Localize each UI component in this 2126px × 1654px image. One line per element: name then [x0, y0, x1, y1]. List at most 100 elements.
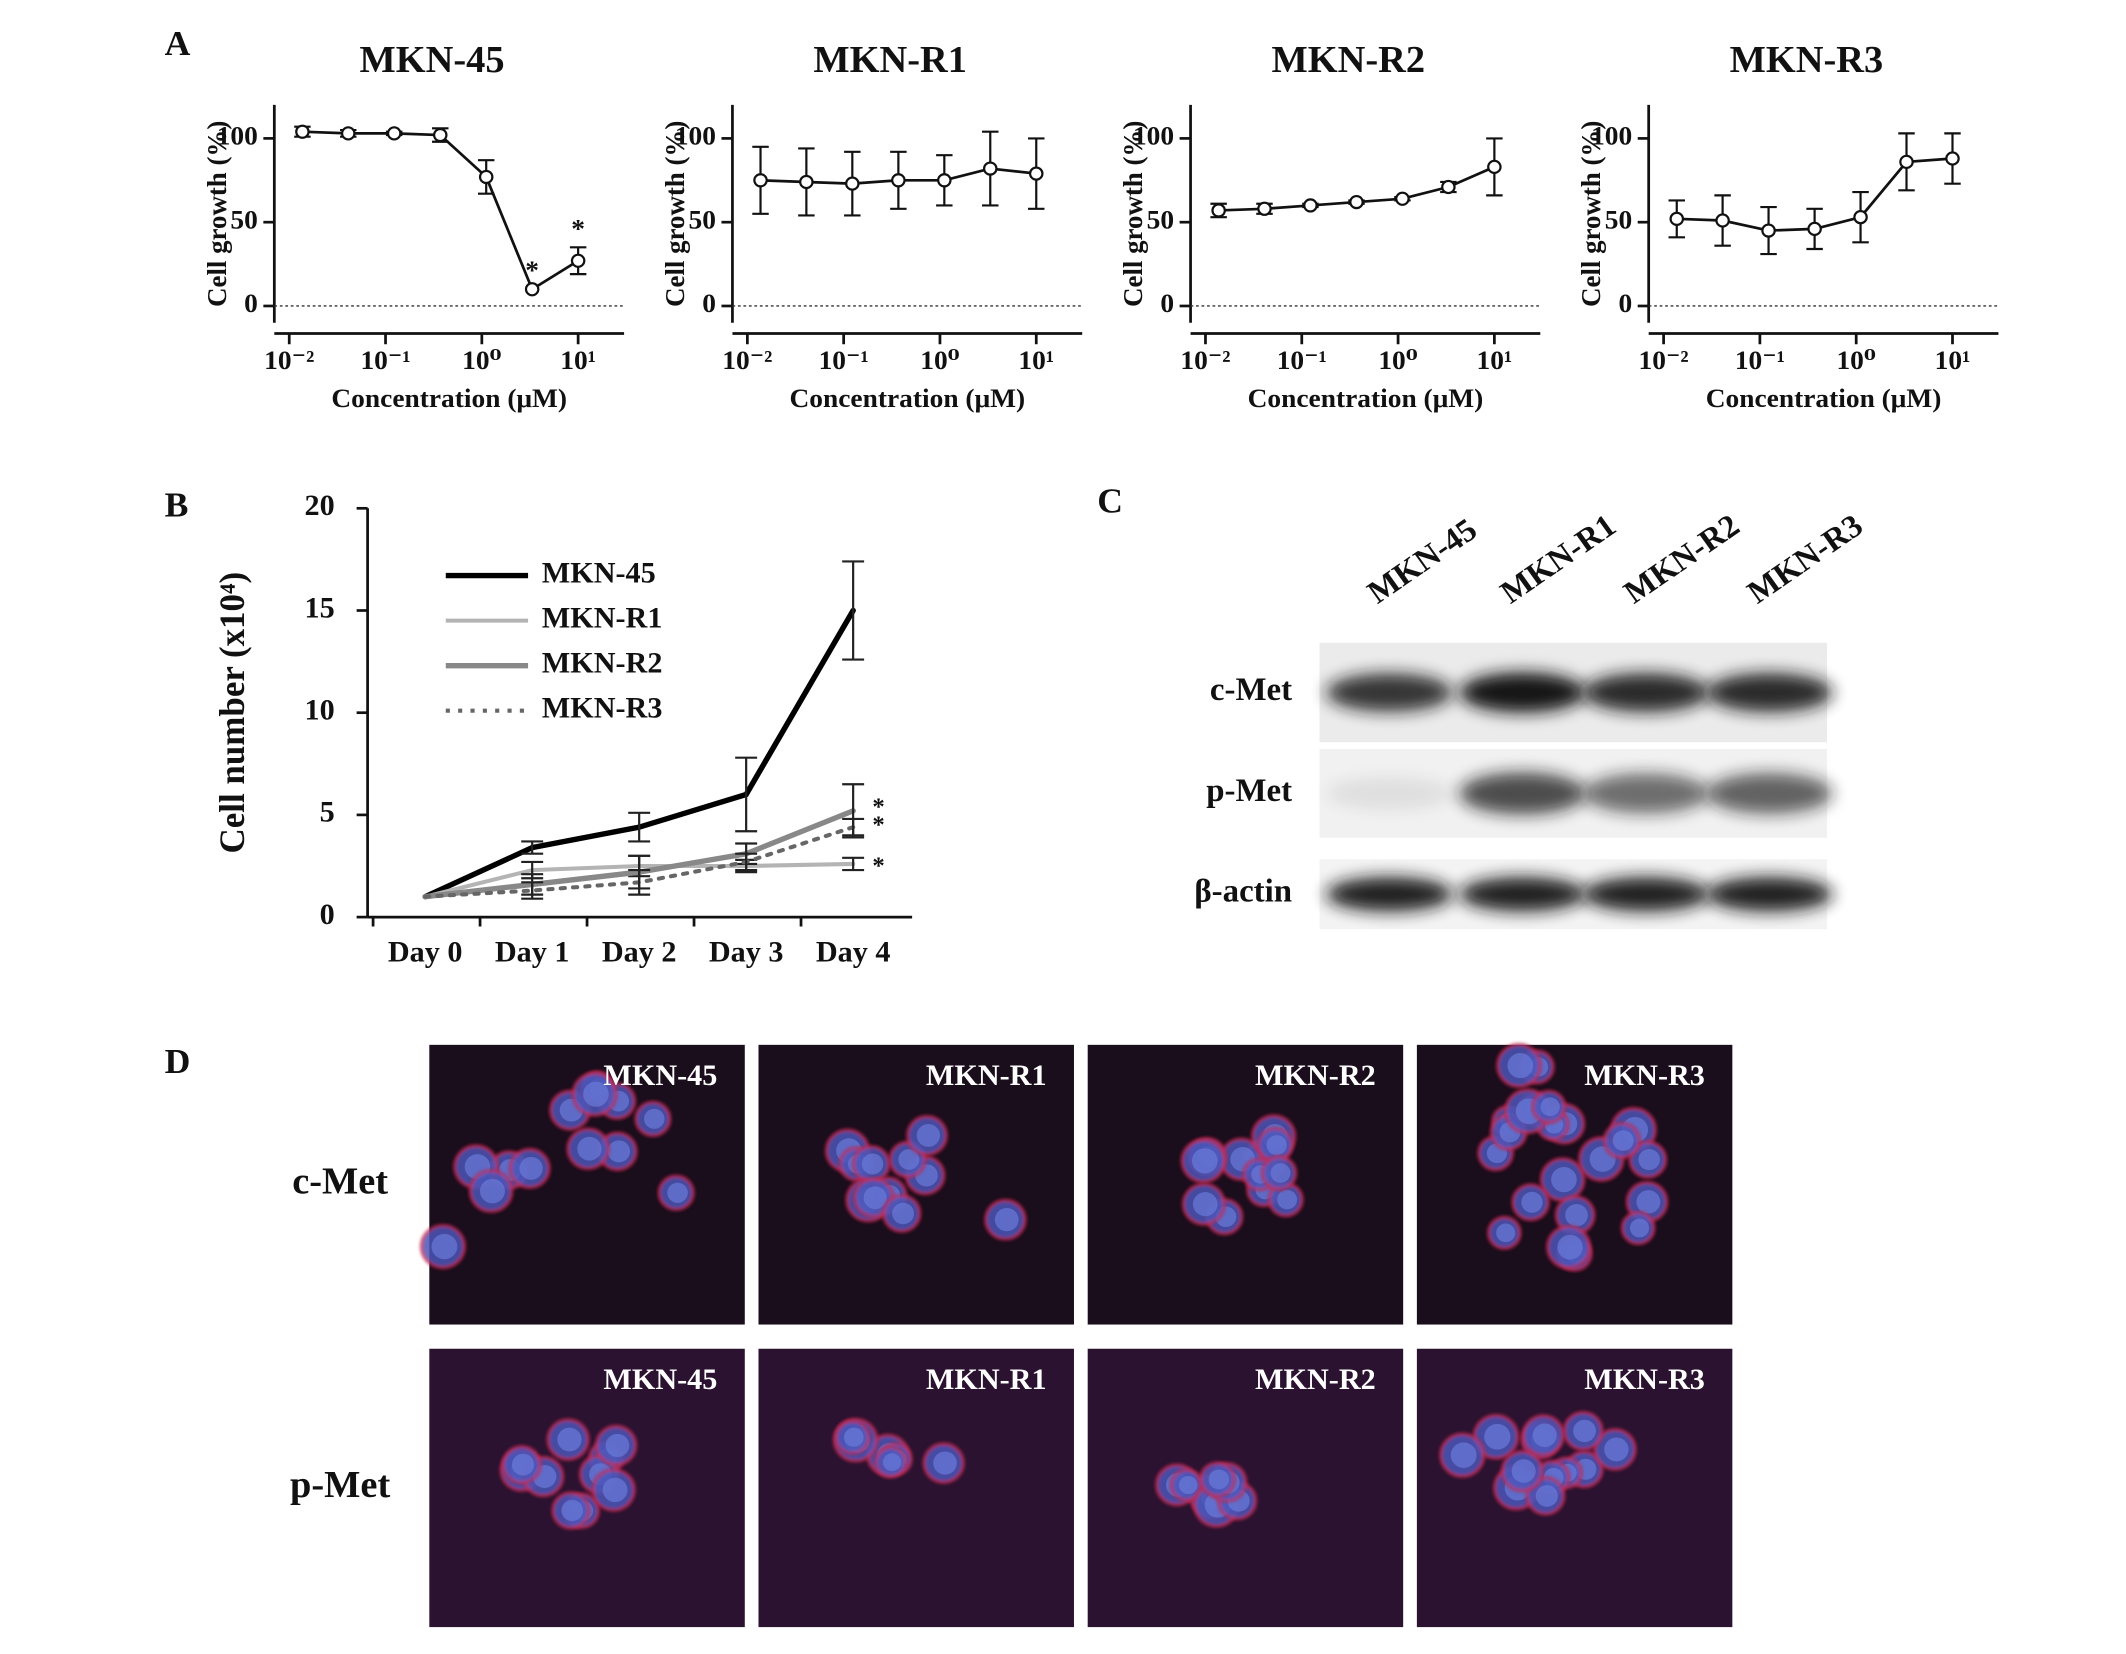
y-axis-label: Cell growth (%)	[1118, 121, 1148, 307]
error-bar	[842, 856, 865, 872]
data-point	[1349, 194, 1364, 210]
micrograph-label: MKN-R3	[1584, 1363, 1705, 1396]
x-tick-label: 10⁻²	[722, 345, 772, 375]
data-point	[1028, 166, 1044, 181]
micrograph-label: MKN-R1	[926, 1060, 1047, 1093]
data-point	[1211, 203, 1226, 218]
micrograph: MKN-R1	[758, 1348, 1074, 1628]
nucleus	[1612, 1130, 1634, 1151]
data-point	[1899, 154, 1914, 169]
nucleus	[1266, 1135, 1287, 1156]
micrograph-label: MKN-R2	[1255, 1060, 1376, 1093]
nucleus	[882, 1453, 902, 1472]
y-tick-label: 15	[305, 592, 335, 625]
band	[1706, 672, 1833, 713]
micrograph-label: MKN-R3	[1584, 1060, 1705, 1093]
nucleus	[577, 1136, 602, 1161]
y-tick-label: 100	[1591, 121, 1632, 151]
x-tick-label: Day 4	[816, 936, 891, 969]
nucleus	[1532, 1423, 1557, 1448]
micrograph: MKN-R1	[758, 1044, 1074, 1325]
band	[1582, 877, 1710, 912]
data-point	[1441, 179, 1456, 195]
row-label: c-Met	[292, 1161, 388, 1203]
data-point	[1303, 198, 1318, 213]
data-point	[1853, 210, 1868, 225]
nucleus	[1277, 1189, 1298, 1210]
y-axis-label: Cell growth (%)	[202, 121, 232, 307]
y-tick-label: 0	[1160, 288, 1174, 318]
data-point	[799, 174, 814, 190]
nucleus	[557, 1427, 582, 1452]
micrograph: MKN-R2	[1087, 1044, 1404, 1325]
significance-mark: *	[872, 812, 884, 839]
legend-label: MKN-R3	[542, 692, 663, 725]
y-tick-label: 100	[217, 121, 258, 151]
micrograph-label: MKN-R1	[926, 1363, 1047, 1396]
band	[1582, 773, 1710, 814]
band	[1706, 877, 1833, 912]
x-axis-label: Concentration (μM)	[1706, 383, 1942, 413]
nucleus	[1565, 1203, 1588, 1227]
band	[1459, 877, 1586, 912]
chart-title: MKN-45	[360, 39, 505, 81]
error-bar	[521, 881, 544, 900]
error-bar	[521, 840, 544, 855]
y-tick-label: 100	[1133, 121, 1174, 151]
lane-label: MKN-45	[1361, 512, 1484, 611]
data-point	[340, 126, 356, 141]
nucleus	[861, 1153, 884, 1175]
x-tick-label: 10⁻²	[1639, 345, 1689, 375]
data-point	[753, 173, 768, 188]
significance-mark: *	[525, 255, 539, 285]
x-tick-label: 10⁻¹	[819, 345, 869, 375]
data-point	[1669, 211, 1685, 226]
data-point	[1715, 213, 1730, 228]
nucleus	[1557, 1234, 1583, 1260]
nucleus	[1484, 1423, 1511, 1450]
x-tick-label: 10¹	[1477, 345, 1513, 375]
chart-title: MKN-R3	[1730, 39, 1884, 81]
x-tick-label: 10⁻¹	[1277, 345, 1327, 375]
nucleus	[933, 1451, 957, 1475]
chart-title: MKN-R2	[1272, 39, 1426, 81]
y-tick-label: 10	[305, 694, 335, 727]
x-tick-label: 10⁻²	[264, 345, 314, 375]
nucleus	[605, 1433, 630, 1458]
nucleus	[511, 1453, 535, 1476]
legend-label: MKN-R2	[542, 647, 663, 680]
significance-mark: *	[571, 214, 585, 244]
lane-label: MKN-R2	[1618, 508, 1747, 611]
error-bar	[735, 756, 758, 833]
nucleus	[1208, 1469, 1229, 1490]
nucleus	[1540, 1097, 1560, 1117]
nucleus	[1629, 1218, 1650, 1238]
nucleus	[607, 1140, 631, 1163]
x-tick-label: 10⁰	[462, 345, 502, 375]
row-label: p-Met	[1206, 773, 1292, 809]
micrograph-label: MKN-45	[603, 1363, 717, 1396]
nucleus	[1604, 1437, 1629, 1462]
nucleus	[1450, 1442, 1477, 1468]
y-tick-label: 20	[305, 489, 335, 522]
nucleus	[1638, 1149, 1660, 1171]
x-tick-label: 10⁻¹	[1735, 345, 1785, 375]
nucleus	[1573, 1419, 1596, 1443]
x-tick-label: 10⁰	[1836, 345, 1876, 375]
nucleus	[644, 1108, 665, 1129]
x-tick-label: 10⁰	[1378, 345, 1418, 375]
y-tick-label: 100	[675, 121, 716, 151]
y-axis-label: Cell number (x10⁴)	[213, 572, 252, 854]
micrograph-label: MKN-45	[603, 1060, 717, 1093]
nucleus	[1191, 1148, 1218, 1174]
y-tick-label: 5	[320, 796, 335, 829]
panel-letter: A	[165, 24, 191, 63]
nucleus	[1507, 1053, 1534, 1079]
panel-letter: C	[1097, 482, 1123, 521]
row-label: β-actin	[1194, 874, 1292, 910]
x-tick-label: 10⁰	[920, 345, 960, 375]
micrograph: MKN-R2	[1087, 1348, 1404, 1628]
x-tick-label: 10⁻²	[1180, 345, 1230, 375]
nucleus	[1511, 1459, 1536, 1483]
